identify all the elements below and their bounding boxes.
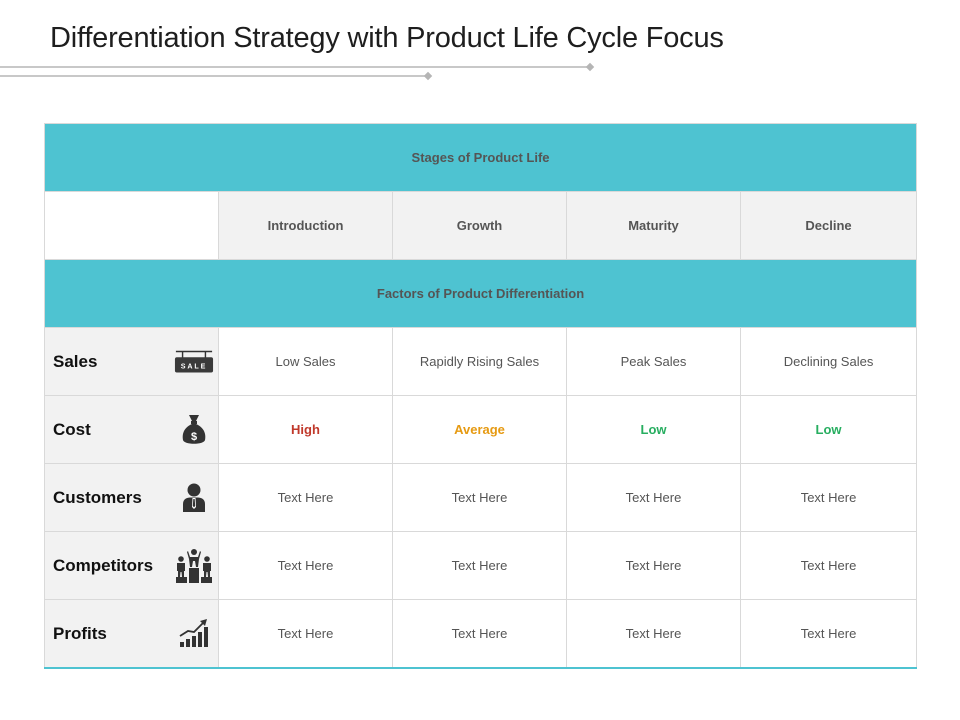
cost-cell-low: Low	[566, 395, 741, 464]
factors-header: Factors of Product Differentiation	[43, 259, 918, 328]
table-cell: Text Here	[218, 599, 393, 669]
table-cell: Text Here	[392, 463, 567, 532]
factor-cell-profits: Profits	[44, 599, 219, 669]
table-cell: Declining Sales	[739, 327, 918, 396]
table-cell: Low Sales	[218, 327, 393, 396]
stage-decline: Decline	[739, 191, 918, 260]
factor-label: Customers	[53, 487, 142, 507]
factor-label: Competitors	[53, 555, 154, 575]
stage-introduction: Introduction	[218, 191, 393, 260]
table-cell: Text Here	[739, 599, 918, 669]
factor-cell-cost: Cost $	[44, 395, 219, 464]
table-cell: Text Here	[739, 463, 918, 532]
cost-cell-average: Average	[392, 395, 567, 464]
money-bag-symbol: $	[191, 431, 197, 443]
table-cell: Rapidly Rising Sales	[392, 327, 567, 396]
stage-growth: Growth	[392, 191, 567, 260]
factor-cell-customers: Customers	[44, 463, 219, 532]
table-row: Customers Text Here Text Here Text Here …	[44, 463, 918, 532]
factor-label: Sales	[53, 351, 98, 371]
factors-header-row: Factors of Product Differentiation	[43, 259, 918, 328]
stage-maturity: Maturity	[566, 191, 741, 260]
sale-sign-icon: SALE	[174, 344, 214, 380]
table-row: Cost $ High Average Low Low	[44, 395, 918, 464]
stages-header: Stages of Product Life	[43, 123, 918, 192]
table-cell: Text Here	[392, 531, 567, 600]
growth-chart-icon	[174, 616, 214, 652]
table-cell: Text Here	[218, 531, 393, 600]
factor-label: Profits	[53, 623, 107, 643]
stage-names-row: Introduction Growth Maturity Decline	[44, 191, 918, 260]
cost-cell-low: Low	[739, 395, 918, 464]
table-row: Sales SALE Low Sales Rapidly Rising Sale…	[44, 327, 918, 396]
money-bag-icon: $	[174, 412, 214, 448]
table-cell: Peak Sales	[566, 327, 741, 396]
page-title: Differentiation Strategy with Product Li…	[50, 22, 724, 54]
table-cell: Text Here	[566, 463, 741, 532]
stages-header-row: Stages of Product Life	[43, 123, 918, 192]
table-row: Competitors Text Here T	[44, 531, 918, 600]
table-cell: Text Here	[566, 531, 741, 600]
person-icon	[174, 480, 214, 516]
table-cell: Text Here	[739, 531, 918, 600]
podium-people-icon	[174, 548, 214, 584]
table-cell: Text Here	[218, 463, 393, 532]
life-cycle-table: Stages of Product Life Introduction Grow…	[43, 123, 918, 669]
cost-cell-high: High	[218, 395, 393, 464]
factor-label: Cost	[53, 419, 91, 439]
sale-sign-text: SALE	[181, 362, 208, 370]
table-row: Profits Text Here Text Here Text Here Te…	[44, 599, 918, 669]
table-cell: Text Here	[566, 599, 741, 669]
factor-cell-competitors: Competitors	[44, 531, 219, 600]
table-cell: Text Here	[392, 599, 567, 669]
title-underline-decoration	[0, 62, 595, 81]
factor-cell-sales: Sales SALE	[44, 327, 219, 396]
corner-cell	[44, 191, 219, 260]
